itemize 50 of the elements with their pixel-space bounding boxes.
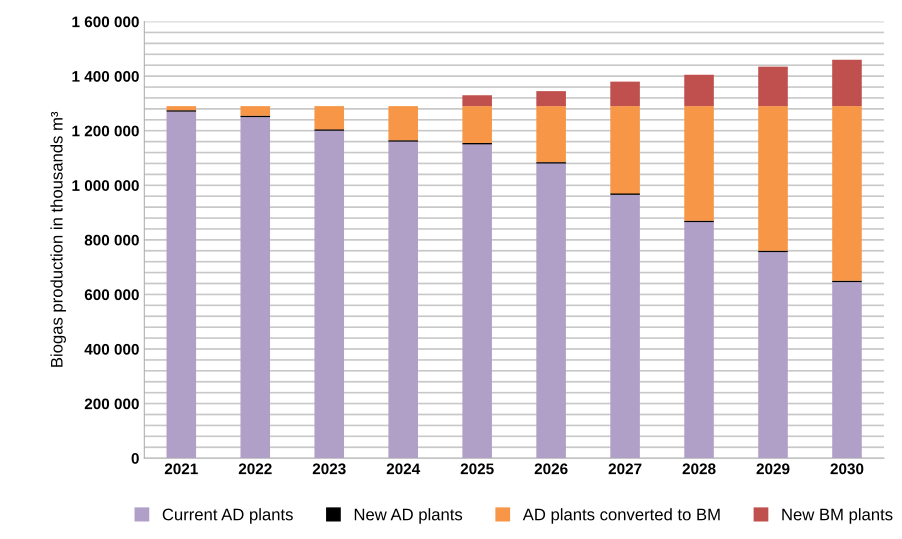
bar — [462, 95, 492, 106]
x-tick-label: 2030 — [830, 463, 864, 474]
y-tick-label: 400 000 — [84, 344, 139, 355]
y-tick-label: 0 — [132, 453, 139, 464]
bar — [388, 142, 418, 458]
y-tick-label: 1 000 000 — [72, 180, 139, 191]
bar — [610, 106, 640, 194]
bar — [684, 106, 714, 221]
bar — [536, 163, 566, 458]
x-tick-label: 2029 — [756, 463, 790, 474]
bar — [462, 144, 492, 458]
x-tick-label: 2025 — [460, 463, 494, 474]
bar — [536, 91, 566, 106]
bar — [388, 106, 418, 140]
legend-label: AD plants converted to BM — [522, 508, 720, 524]
x-tick-label: 2028 — [682, 463, 716, 474]
bar — [314, 130, 344, 458]
legend-label: New BM plants — [782, 508, 892, 524]
bar — [536, 106, 566, 162]
bar — [832, 106, 862, 281]
bar — [758, 106, 788, 251]
bar — [610, 82, 640, 106]
x-tick-label: 2027 — [608, 463, 642, 474]
legend-label: Current AD plants — [162, 508, 293, 524]
bar — [610, 194, 640, 458]
bar — [314, 106, 344, 130]
y-tick-label: 800 000 — [84, 234, 139, 246]
y-tick-label: 600 000 — [84, 289, 139, 300]
x-tick-label: 2023 — [312, 463, 346, 474]
x-tick-label: 2026 — [534, 463, 568, 474]
y-tick-label: 1 200 000 — [72, 126, 139, 136]
bar — [684, 222, 714, 458]
x-tick-label: 2021 — [164, 463, 198, 474]
y-axis-title: Biogas production in thousands m³ — [50, 112, 66, 367]
bar — [240, 117, 270, 458]
bar — [758, 66, 788, 106]
bar — [832, 60, 862, 106]
legend-label: New AD plants — [354, 508, 462, 524]
y-tick-label: 200 000 — [84, 398, 139, 410]
bar — [684, 74, 714, 106]
y-tick-label: 1 600 000 — [72, 16, 139, 28]
bar — [166, 112, 196, 458]
x-tick-label: 2024 — [386, 463, 420, 474]
y-tick-label: 1 400 000 — [72, 71, 139, 82]
x-tick-label: 2022 — [238, 463, 272, 474]
bar — [240, 106, 270, 116]
bar — [758, 252, 788, 458]
bar — [166, 106, 196, 110]
bar — [462, 106, 492, 143]
bar — [832, 282, 862, 458]
